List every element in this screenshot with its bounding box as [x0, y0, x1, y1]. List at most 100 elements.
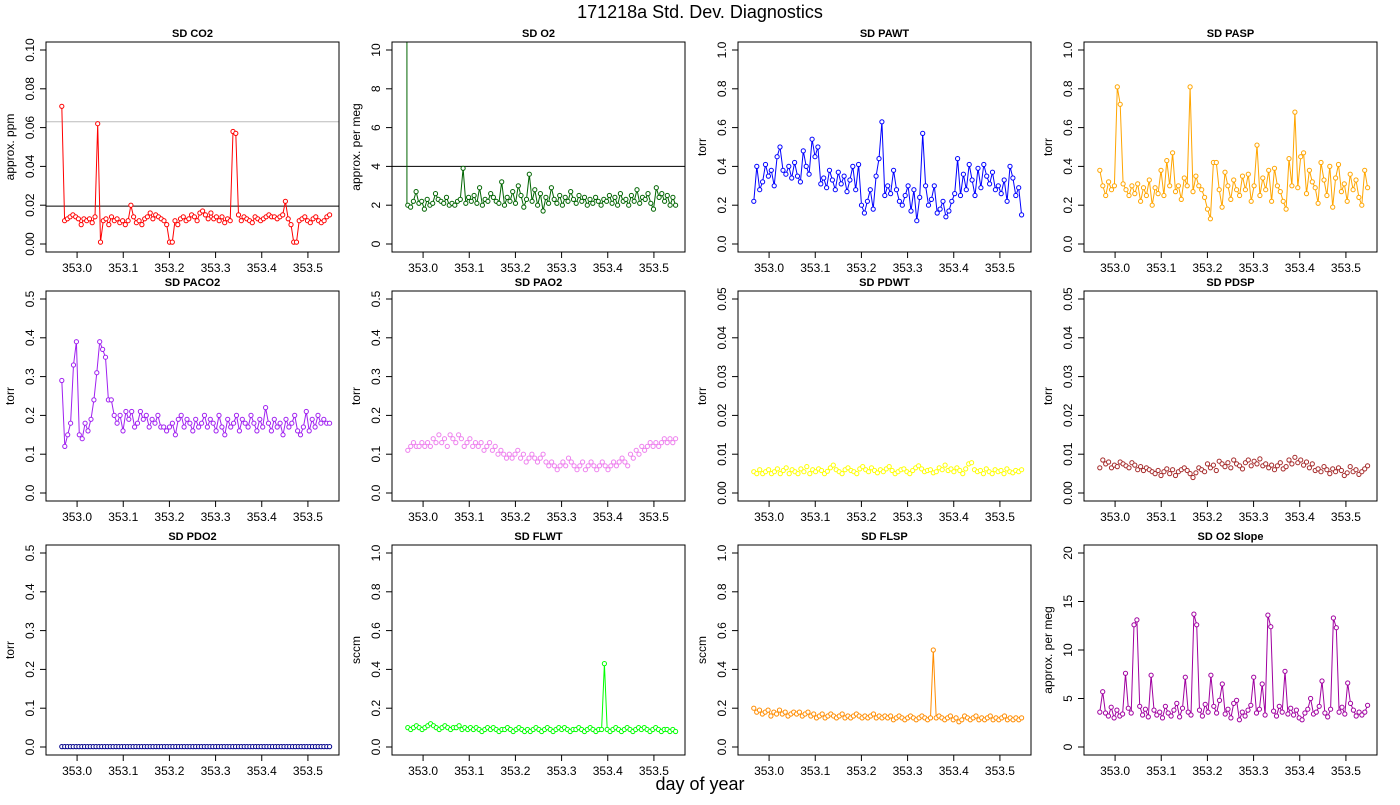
data-point — [1210, 462, 1217, 468]
x-tick-label: 353.4 — [1285, 510, 1315, 524]
data-point — [821, 175, 827, 181]
data-point — [617, 191, 624, 197]
data-point — [120, 428, 126, 434]
data-point — [225, 416, 231, 422]
data-point — [794, 173, 801, 179]
data-point — [456, 432, 462, 438]
data-point — [456, 723, 462, 729]
data-point — [923, 183, 929, 189]
y-tick-label: 0.6 — [369, 622, 383, 639]
data-point — [523, 459, 529, 465]
data-point — [576, 192, 582, 199]
data-point — [931, 183, 937, 189]
data-point — [873, 173, 879, 179]
data-point — [653, 440, 659, 446]
data-point — [1182, 674, 1188, 680]
data-point — [534, 459, 541, 465]
data-point — [874, 470, 881, 476]
data-point — [1350, 187, 1356, 193]
data-point — [1260, 175, 1266, 181]
data-point — [1286, 457, 1292, 463]
data-point — [1142, 706, 1149, 712]
data-point — [1248, 702, 1254, 708]
data-point — [963, 466, 969, 472]
data-point — [506, 451, 512, 457]
data-point — [754, 471, 760, 477]
data-point — [216, 218, 222, 224]
series-line — [407, 663, 676, 733]
data-point — [213, 428, 219, 434]
data-point — [893, 187, 900, 193]
data-point — [1325, 714, 1331, 720]
data-point — [65, 432, 71, 438]
data-point — [1254, 461, 1260, 467]
data-point — [771, 469, 778, 475]
data-point — [946, 208, 952, 214]
data-point — [960, 471, 966, 477]
data-point — [1269, 462, 1275, 468]
data-point — [1292, 109, 1298, 115]
data-point — [1178, 196, 1184, 202]
data-point — [850, 163, 856, 169]
y-tick-label: 0.1 — [23, 700, 37, 717]
data-point — [1288, 705, 1294, 711]
y-tick-label: 10 — [369, 43, 383, 57]
data-point — [95, 121, 101, 127]
data-point — [475, 443, 481, 449]
data-point — [139, 222, 145, 228]
data-point — [313, 214, 319, 220]
data-point — [1019, 467, 1025, 473]
data-point — [972, 192, 978, 199]
data-point — [239, 416, 245, 422]
data-point — [187, 420, 193, 426]
data-point — [565, 455, 572, 461]
data-point — [1298, 154, 1304, 160]
data-point — [1138, 464, 1144, 470]
data-point — [1242, 187, 1249, 193]
data-point — [1202, 469, 1208, 475]
data-point — [1347, 700, 1354, 707]
data-point — [1231, 457, 1237, 463]
data-point — [149, 416, 155, 422]
data-point — [190, 428, 196, 434]
data-point — [989, 169, 996, 175]
data-point — [626, 202, 632, 208]
data-point — [59, 377, 65, 384]
data-point — [222, 432, 228, 438]
data-point — [1168, 713, 1174, 719]
data-point — [1131, 622, 1137, 628]
y-tick-label: 0.04 — [23, 154, 37, 178]
data-point — [1146, 177, 1152, 183]
data-point — [327, 420, 333, 426]
plot-frame — [391, 41, 686, 253]
panel-sd-pdwt: SD PDWT torr 0.00 0.01 0.02 0.03 0.04 0.05 353.0… — [695, 277, 1032, 524]
data-point — [164, 222, 170, 228]
data-point — [839, 711, 845, 717]
data-point — [1019, 212, 1025, 218]
data-point — [847, 177, 853, 183]
data-point — [937, 206, 943, 212]
data-point — [907, 471, 913, 477]
data-point — [1117, 101, 1123, 107]
data-point — [285, 216, 291, 222]
panel-sd-o2: SD O2 approx. per meg 0 2 4 6 8 10 353.0 353.1 353… — [349, 28, 686, 275]
data-point — [1158, 167, 1164, 173]
data-point — [512, 451, 518, 457]
data-point — [860, 464, 866, 470]
data-point — [973, 713, 979, 719]
data-point — [238, 218, 244, 224]
data-point — [1190, 474, 1196, 481]
y-axis-label: torr — [1041, 138, 1055, 156]
panel-title: SD PACO2 — [165, 277, 220, 289]
data-point — [782, 709, 788, 715]
data-point — [1126, 192, 1132, 199]
data-point — [1263, 187, 1269, 193]
y-axis-label: torr — [3, 641, 17, 659]
data-point — [1262, 712, 1268, 718]
data-point — [1228, 715, 1234, 721]
data-point — [199, 420, 205, 426]
data-point — [97, 339, 103, 345]
data-point — [557, 192, 563, 199]
data-point — [1128, 710, 1134, 716]
data-point — [222, 220, 228, 226]
